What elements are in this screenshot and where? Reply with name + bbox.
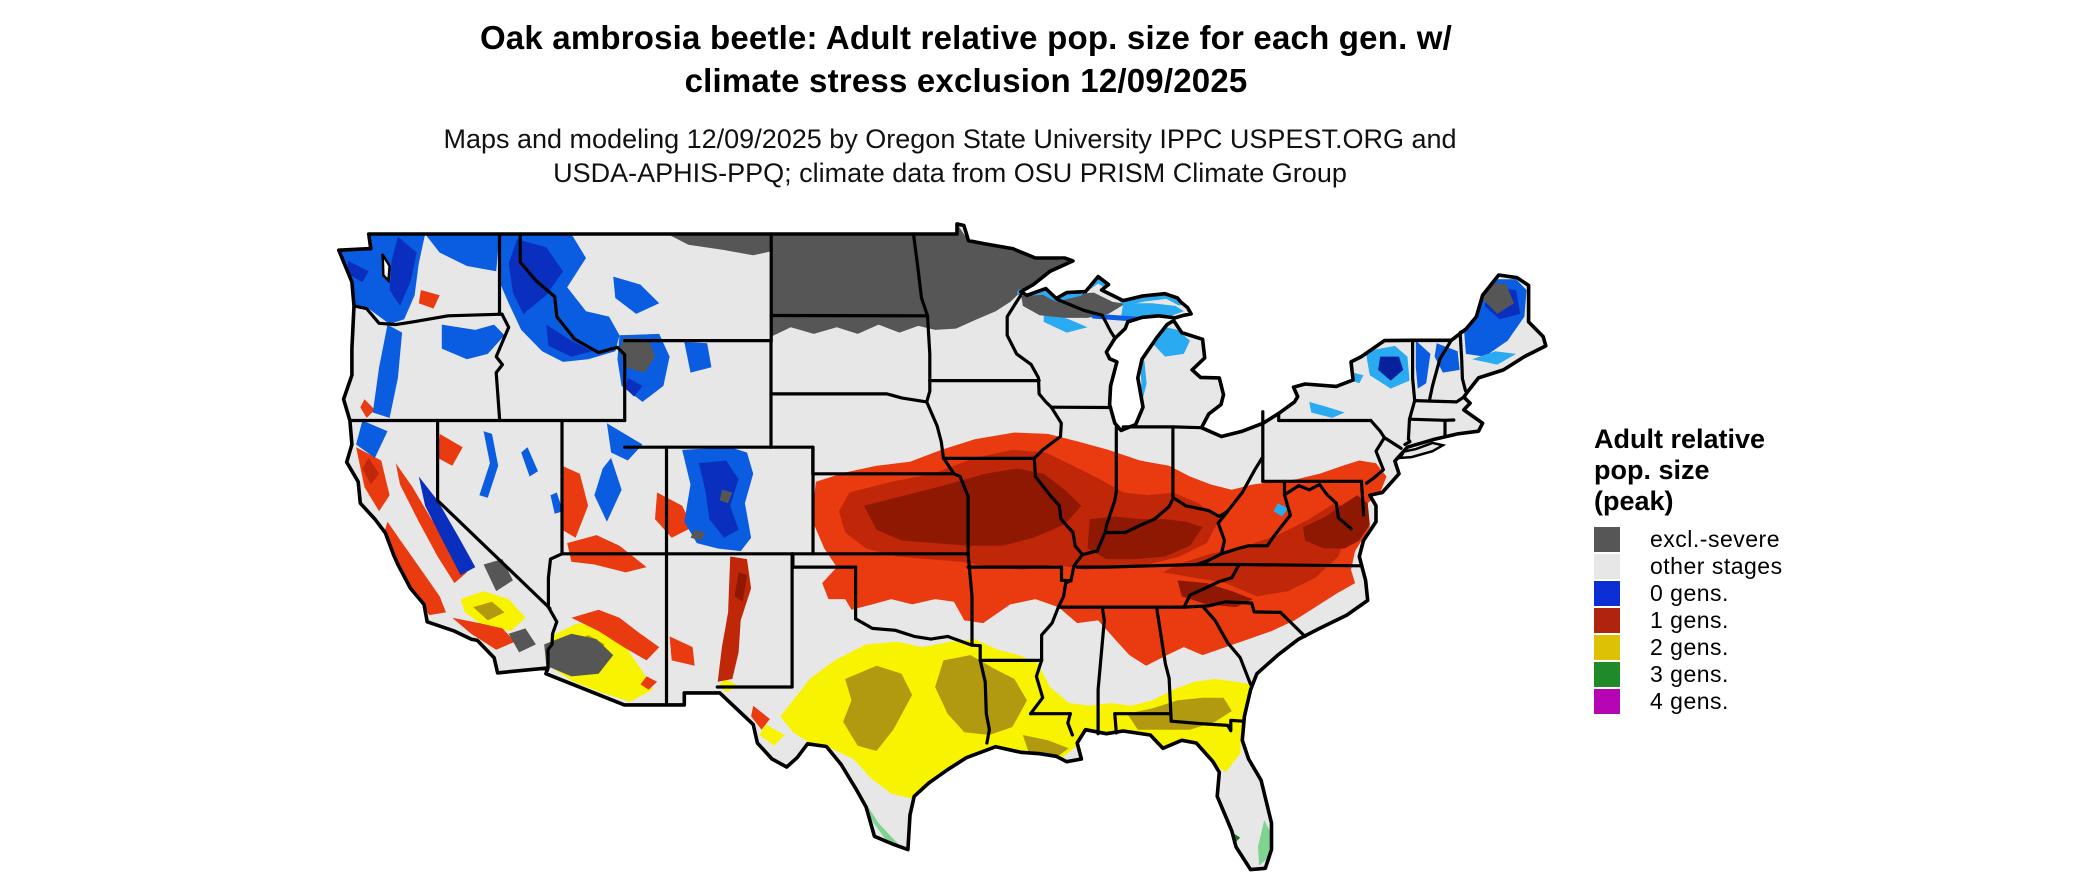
map-region-g1_dark bbox=[1177, 580, 1253, 608]
map-region-g1_bright bbox=[383, 521, 446, 616]
legend-item-label: 1 gens. bbox=[1650, 607, 1729, 633]
map-region-excl bbox=[771, 223, 1073, 337]
legend-item: excl.-severe bbox=[1594, 526, 1854, 553]
map-region-g0 bbox=[425, 234, 500, 272]
map-region-g0_light bbox=[1309, 401, 1345, 418]
map-region-g1_dark bbox=[864, 468, 1082, 546]
us-map-svg bbox=[337, 222, 1548, 872]
legend-item-label: 4 gens. bbox=[1650, 688, 1729, 714]
legend-color-swatch bbox=[1594, 554, 1620, 579]
map-region-g0 bbox=[372, 324, 403, 418]
map-region-g0_dark bbox=[698, 460, 739, 538]
legend-color-swatch bbox=[1594, 527, 1620, 552]
map-title: Oak ambrosia beetle: Adult relative pop.… bbox=[0, 16, 1932, 102]
map-region-g2_bright bbox=[759, 724, 785, 746]
map-region-g0_light bbox=[1472, 351, 1517, 365]
legend-item-label: 0 gens. bbox=[1650, 580, 1729, 606]
map-region-g0 bbox=[356, 420, 388, 458]
legend-item: other stages bbox=[1594, 553, 1854, 580]
map-long-island bbox=[1397, 441, 1447, 460]
map-region-g1_bright bbox=[669, 636, 695, 666]
map-region-g1_bright bbox=[418, 290, 440, 309]
legend-item: 3 gens. bbox=[1594, 661, 1854, 688]
map-region-g0_navy bbox=[1378, 356, 1404, 381]
map-puget-sound bbox=[381, 253, 391, 284]
legend-item: 1 gens. bbox=[1594, 607, 1854, 634]
map-subtitle: Maps and modeling 12/09/2025 by Oregon S… bbox=[0, 122, 1900, 190]
legend-title-line3: (peak) bbox=[1594, 486, 1674, 516]
legend-color-swatch bbox=[1594, 608, 1620, 633]
map-title-line2: climate stress exclusion 12/09/2025 bbox=[684, 62, 1248, 99]
legend-color-swatch bbox=[1594, 635, 1620, 660]
map-region-excl bbox=[1482, 283, 1514, 314]
legend-color-swatch bbox=[1594, 689, 1620, 714]
us-map bbox=[330, 222, 1556, 890]
map-region-g0 bbox=[1415, 340, 1431, 389]
legend-color-swatch bbox=[1594, 662, 1620, 687]
legend-item-label: other stages bbox=[1650, 553, 1783, 579]
legend-item: 4 gens. bbox=[1594, 688, 1854, 715]
map-region-excl bbox=[544, 633, 614, 677]
map-region-excl bbox=[667, 234, 772, 256]
map-region-excl bbox=[690, 529, 706, 541]
map-region-g2_olive bbox=[1127, 697, 1232, 730]
map-region-excl bbox=[719, 489, 733, 504]
map-region-g0_dark bbox=[418, 476, 476, 576]
map-region-g0 bbox=[550, 492, 563, 514]
map-title-line1: Oak ambrosia beetle: Adult relative pop.… bbox=[479, 19, 1453, 56]
map-subtitle-line1: Maps and modeling 12/09/2025 by Oregon S… bbox=[443, 124, 1457, 154]
map-region-g0_dark bbox=[546, 324, 593, 357]
map-region-g0_dark bbox=[508, 239, 563, 314]
map-region-g0_dark bbox=[625, 377, 643, 397]
map-region-g0_light bbox=[1121, 303, 1184, 318]
map-region-g1_bright bbox=[655, 492, 693, 538]
state-borders bbox=[348, 232, 1468, 745]
map-region-g3_light bbox=[866, 807, 906, 851]
legend: Adult relative pop. size (peak) excl.-se… bbox=[1594, 424, 1854, 715]
map-region-g2_olive bbox=[473, 601, 505, 621]
national-outline bbox=[337, 222, 1548, 872]
legend-title-line2: pop. size bbox=[1594, 455, 1710, 485]
map-region-g1_bright bbox=[360, 399, 375, 418]
map-region-excl bbox=[508, 628, 536, 653]
map-region-g1_dark bbox=[734, 572, 747, 602]
map-region-g1_bright bbox=[1309, 468, 1360, 480]
map-region-g1_bright bbox=[395, 463, 467, 584]
map-region-g1_bright bbox=[751, 705, 770, 730]
map-subtitle-line2: USDA-APHIS-PPQ; climate data from OSU PR… bbox=[553, 158, 1347, 188]
legend-item-label: excl.-severe bbox=[1650, 526, 1780, 552]
map-region-g1 bbox=[362, 457, 380, 485]
map-region-g1_bright bbox=[571, 609, 660, 661]
legend-item-label: 3 gens. bbox=[1650, 661, 1729, 687]
map-region-g0 bbox=[613, 276, 660, 314]
map-region-g2_olive bbox=[935, 655, 1027, 735]
map-region-g0 bbox=[521, 447, 538, 477]
legend-title-line1: Adult relative bbox=[1594, 424, 1766, 454]
legend-item: 0 gens. bbox=[1594, 580, 1854, 607]
map-region-g0 bbox=[1434, 343, 1460, 373]
map-region-g0_dark bbox=[347, 260, 369, 282]
map-region-g1_bright bbox=[452, 617, 515, 650]
map-region-g0 bbox=[441, 324, 505, 360]
legend-color-swatch bbox=[1594, 581, 1620, 606]
map-region-g1_bright bbox=[640, 676, 658, 690]
map-region-g1_bright bbox=[562, 465, 589, 538]
map-region-g0_light bbox=[1273, 503, 1289, 517]
map-region-g0_dark bbox=[389, 236, 417, 306]
map-region-g1_bright bbox=[437, 433, 463, 466]
legend-item: 2 gens. bbox=[1594, 634, 1854, 661]
map-region-excl bbox=[1020, 290, 1126, 318]
map-region-g0 bbox=[606, 423, 643, 461]
legend-items: excl.-severe other stages 0 gens. 1 gens. 2 … bbox=[1594, 526, 1854, 715]
map-region-g0 bbox=[684, 341, 712, 373]
map-region-g0 bbox=[594, 457, 622, 522]
map-region-g1_dark bbox=[1087, 516, 1203, 560]
map-region-g1_dark bbox=[1302, 495, 1370, 549]
map-region-excl bbox=[619, 337, 655, 373]
legend-item-label: 2 gens. bbox=[1650, 634, 1729, 660]
map-region-g0 bbox=[479, 431, 499, 498]
map-region-g2_olive bbox=[843, 665, 913, 751]
